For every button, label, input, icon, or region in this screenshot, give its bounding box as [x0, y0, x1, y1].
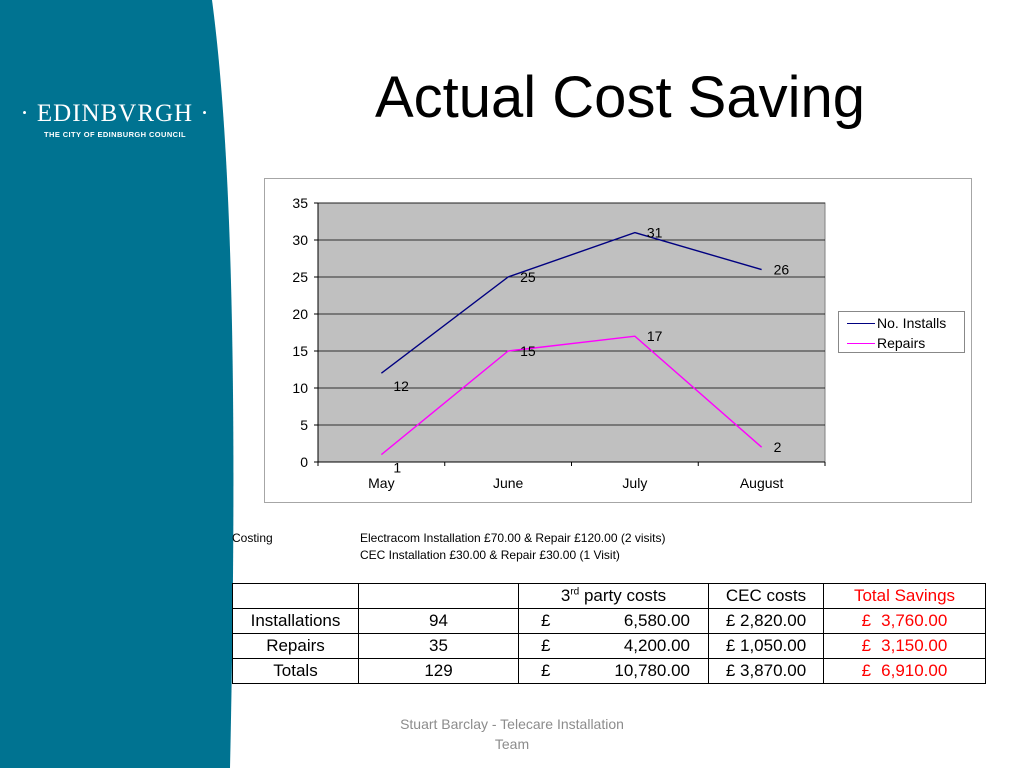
row-cec: £ 3,870.00	[708, 658, 824, 684]
y-tick-label: 35	[292, 195, 308, 211]
chart-legend: No. Installs Repairs	[838, 311, 965, 353]
row-cec: £ 1,050.00	[708, 633, 824, 659]
table-row: Totals 129 £10,780.00 £ 3,870.00 £6,910.…	[232, 658, 986, 684]
table-header-row: 3rd party costs CEC costs Total Savings	[232, 583, 986, 609]
third-party-value: 10,780.00	[614, 661, 690, 680]
savings-value: 3,760.00	[881, 611, 948, 630]
y-tick-label: 30	[292, 232, 308, 248]
y-tick-label: 25	[292, 269, 308, 285]
footer-line-1: Stuart Barclay - Telecare Installation	[400, 716, 624, 732]
data-label: 12	[393, 378, 409, 394]
plot-area	[317, 202, 826, 463]
cost-table: 3rd party costs CEC costs Total Savings …	[232, 583, 986, 684]
row-count: 94	[358, 608, 519, 634]
header-cell-empty-1	[232, 583, 359, 609]
footer-line-2: Team	[494, 736, 530, 752]
data-label: 17	[647, 328, 663, 344]
legend-label-installs: No. Installs	[877, 315, 947, 331]
savings-currency: £	[861, 611, 872, 630]
data-label: 15	[520, 343, 536, 359]
third-party-value: 4,200.00	[623, 636, 690, 655]
x-tick-label: May	[368, 475, 394, 491]
currency-symbol: £	[541, 636, 551, 655]
logo-subtitle: THE CITY OF EDINBURGH COUNCIL	[44, 130, 186, 139]
data-label: 31	[647, 225, 663, 241]
costing-line-electracom: Electracom Installation £70.00 & Repair …	[360, 531, 666, 545]
slide-title: Actual Cost Saving	[374, 65, 866, 130]
row-count: 129	[358, 658, 519, 684]
row-third-party: £10,780.00	[518, 658, 709, 684]
y-tick-label: 0	[300, 454, 308, 470]
x-tick-label: July	[622, 475, 647, 491]
x-tick-label: August	[740, 475, 784, 491]
row-savings: £3,150.00	[823, 633, 986, 659]
currency-symbol: £	[541, 611, 551, 630]
y-tick-label: 20	[292, 306, 308, 322]
header-savings: Total Savings	[823, 583, 986, 609]
logo-wordmark: · EDINBVRGH ·	[20, 100, 210, 127]
costing-lines: Electracom Installation £70.00 & Repair …	[360, 530, 666, 564]
row-savings: £6,910.00	[823, 658, 986, 684]
legend-item-repairs: Repairs	[847, 334, 925, 352]
row-label: Installations	[232, 608, 359, 634]
header-third-party-base: 3	[560, 586, 571, 605]
header-cell-empty-2	[358, 583, 519, 609]
header-third-party: 3rd party costs	[518, 583, 709, 609]
series-line-repairs	[380, 335, 763, 456]
header-third-party-rest: party costs	[579, 586, 667, 605]
row-count: 35	[358, 633, 519, 659]
header-cec: CEC costs	[708, 583, 824, 609]
footer-credit: Stuart Barclay - Telecare Installation T…	[362, 714, 662, 754]
legend-item-installs: No. Installs	[847, 314, 946, 332]
row-cec: £ 2,820.00	[708, 608, 824, 634]
y-tick-label: 15	[292, 343, 308, 359]
legend-label-repairs: Repairs	[877, 335, 926, 351]
legend-line-installs	[847, 322, 875, 324]
y-tick-label: 5	[300, 417, 308, 433]
costing-line-cec: CEC Installation £30.00 & Repair £30.00 …	[360, 548, 620, 562]
data-label: 2	[774, 439, 782, 455]
x-tick-label: June	[493, 475, 524, 491]
data-label: 25	[520, 269, 536, 285]
sidebar-banner	[0, 0, 234, 768]
third-party-value: 6,580.00	[623, 611, 690, 630]
savings-currency: £	[861, 661, 872, 680]
y-tick-label: 10	[292, 380, 308, 396]
header-third-party-sup: rd	[570, 586, 580, 598]
legend-line-repairs	[847, 342, 875, 344]
series-line-installs	[380, 231, 762, 374]
data-label: 26	[774, 262, 790, 278]
row-label: Totals	[232, 658, 359, 684]
row-savings: £3,760.00	[823, 608, 986, 634]
row-third-party: £4,200.00	[518, 633, 709, 659]
table-row: Installations 94 £6,580.00 £ 2,820.00 £3…	[232, 608, 986, 634]
row-label: Repairs	[232, 633, 359, 659]
currency-symbol: £	[541, 661, 551, 680]
row-third-party: £6,580.00	[518, 608, 709, 634]
data-label: 1	[393, 460, 401, 476]
savings-value: 6,910.00	[881, 661, 948, 680]
savings-value: 3,150.00	[881, 636, 948, 655]
table-row: Repairs 35 £4,200.00 £ 1,050.00 £3,150.0…	[232, 633, 986, 659]
costing-label: Costing	[232, 531, 273, 545]
savings-currency: £	[861, 636, 872, 655]
edinburgh-council-logo: · EDINBVRGH · THE CITY OF EDINBURGH COUN…	[20, 100, 210, 139]
